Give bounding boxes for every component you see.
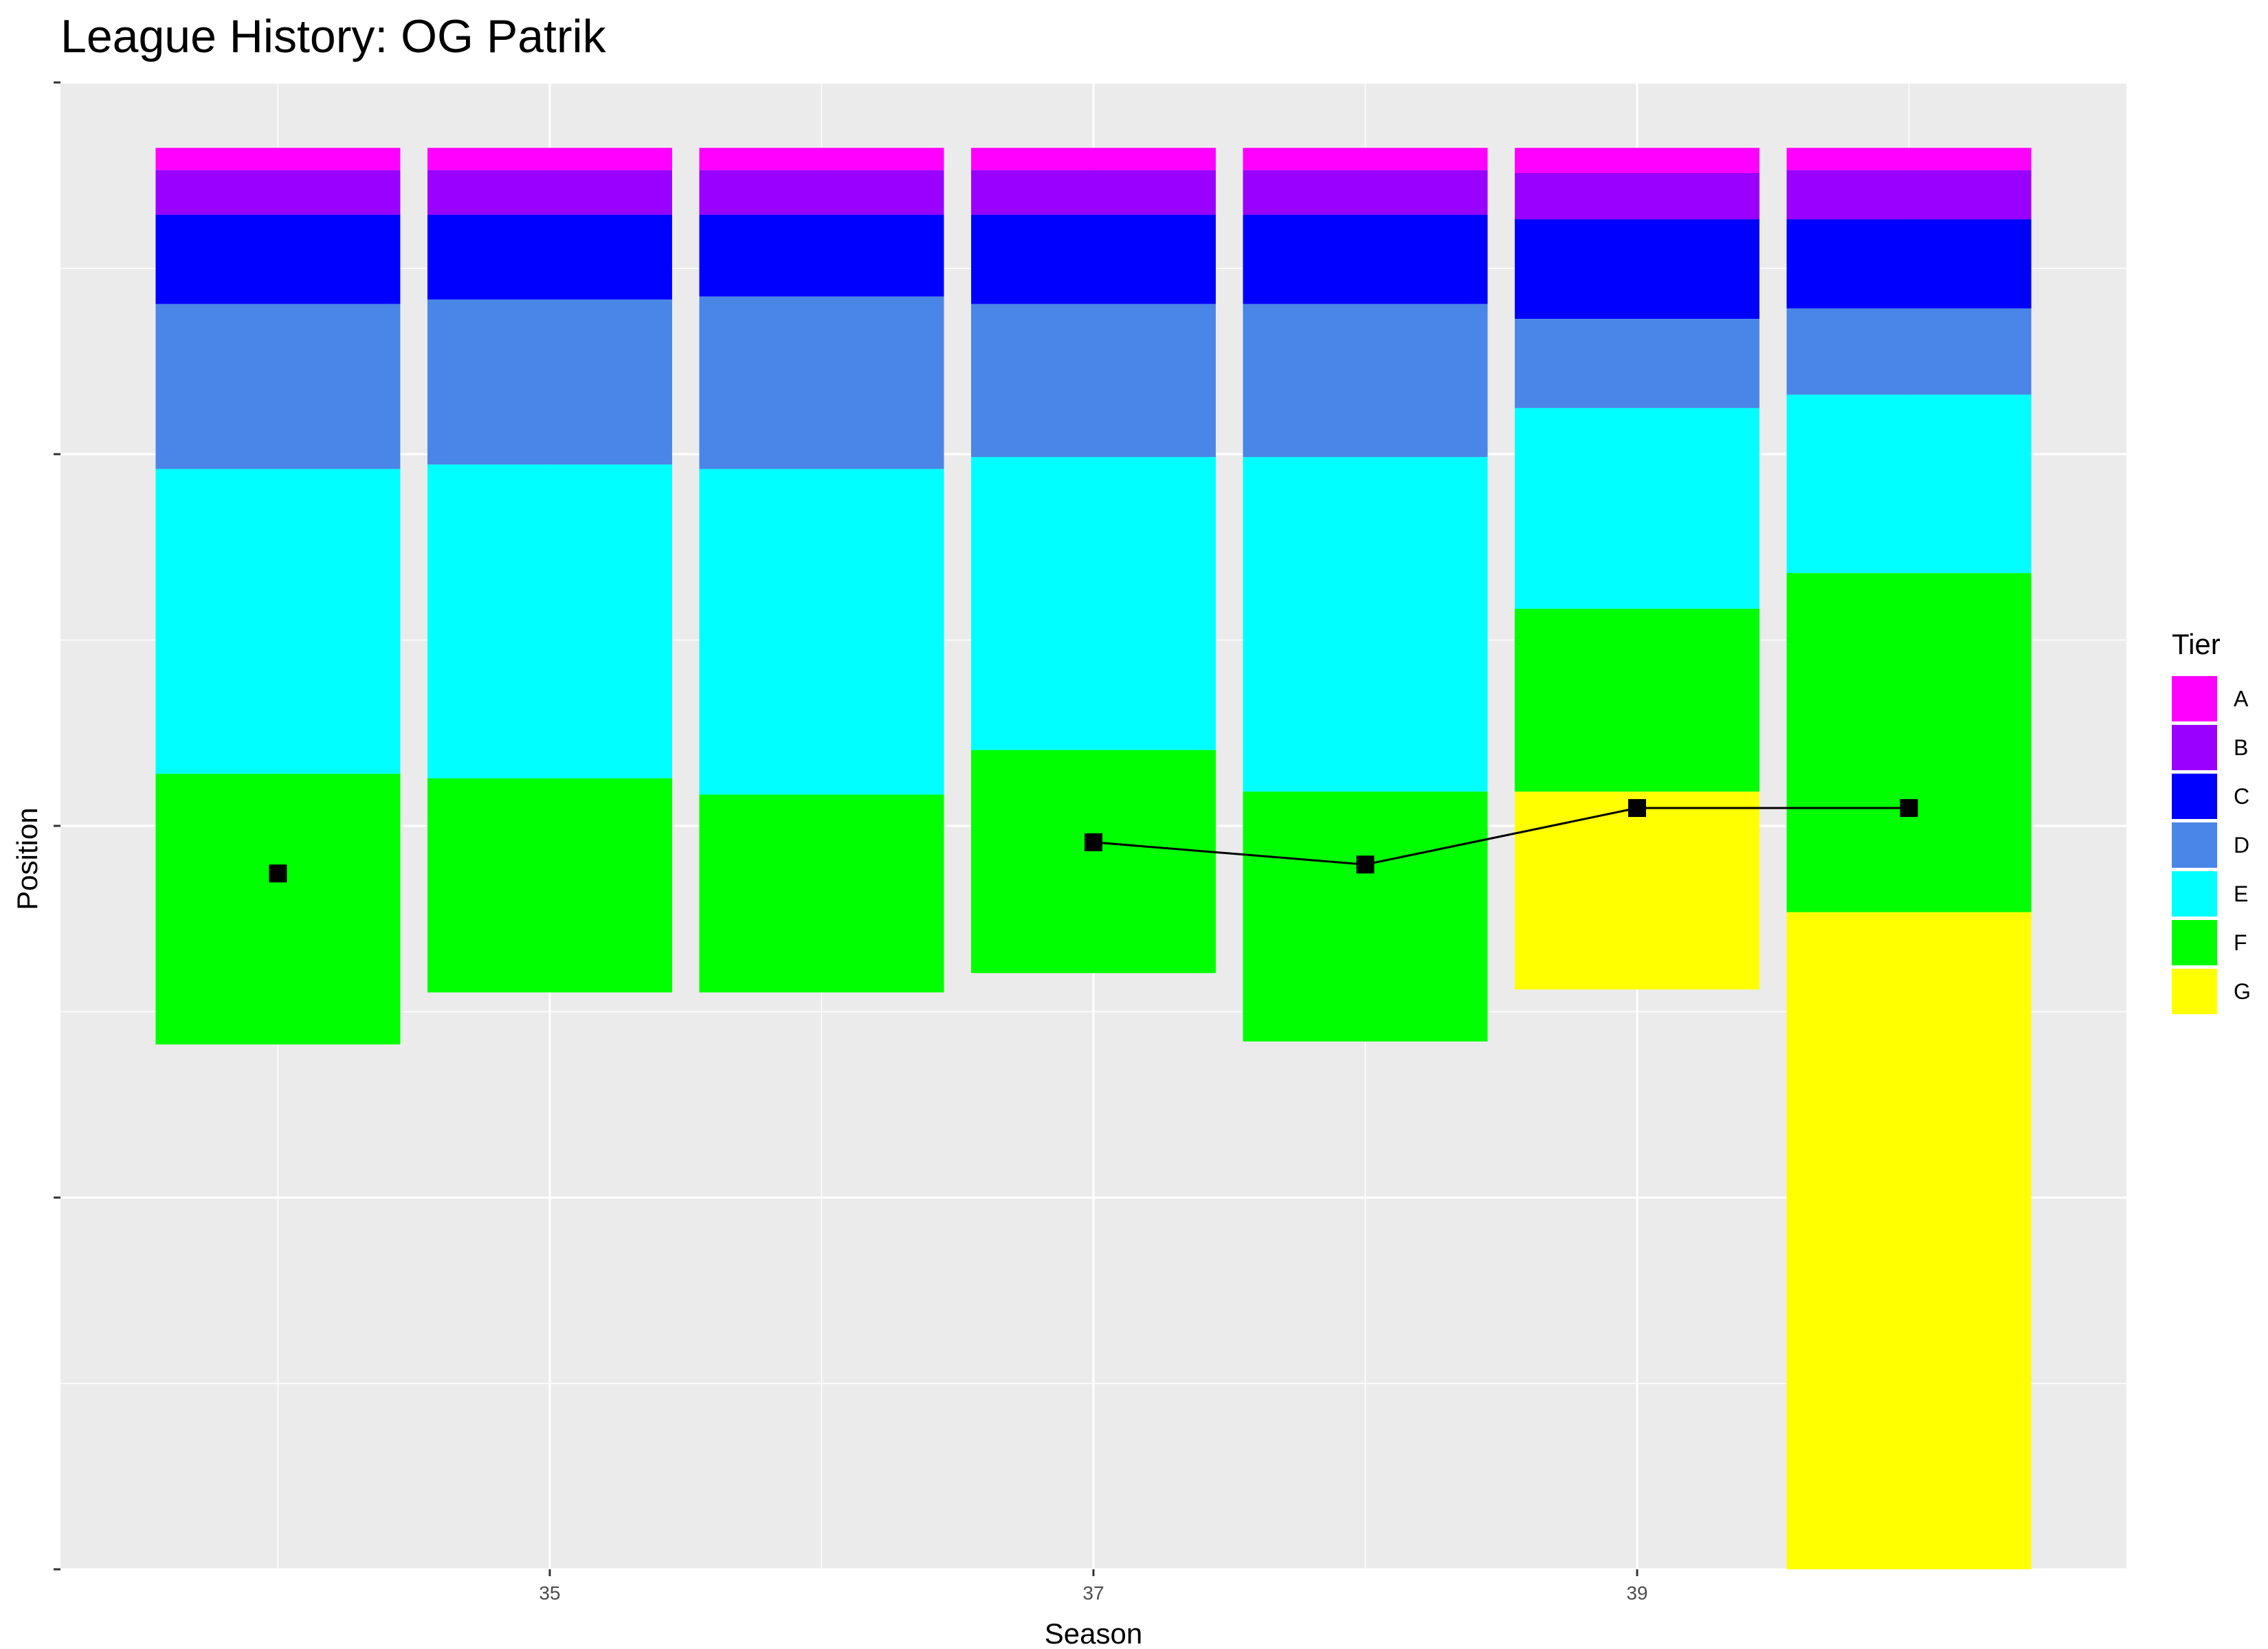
bar-segment-e xyxy=(971,457,1216,750)
bar-segment-e xyxy=(1243,457,1488,792)
legend-item-f: F xyxy=(2172,920,2247,965)
bar-segment-a xyxy=(1515,148,1760,174)
bar-segment-a xyxy=(971,148,1216,170)
legend-item-a: A xyxy=(2172,676,2249,721)
bar-segment-c xyxy=(1786,219,2032,309)
bar-season-34 xyxy=(155,148,401,1045)
legend-key xyxy=(2172,969,2217,1014)
legend-item-c: C xyxy=(2172,774,2249,819)
bar-segment-f xyxy=(699,794,944,993)
bar-segment-b xyxy=(427,170,672,215)
bar-season-36 xyxy=(699,148,944,993)
bar-segment-b xyxy=(155,170,401,215)
x-tick-label: 35 xyxy=(539,1582,560,1604)
bar-segment-c xyxy=(699,214,944,297)
position-marker xyxy=(1900,799,1918,818)
position-marker xyxy=(1085,833,1102,851)
bar-segment-d xyxy=(1243,304,1488,458)
bar-segment-e xyxy=(699,469,944,795)
bar-segment-b xyxy=(1515,173,1760,220)
bar-segment-g xyxy=(1786,912,2032,1569)
bar-segment-b xyxy=(1243,170,1488,215)
position-marker xyxy=(1356,855,1375,874)
bar-segment-d xyxy=(1786,308,2032,395)
bar-segment-a xyxy=(699,148,944,170)
bar-segment-e xyxy=(1515,407,1760,609)
position-line xyxy=(1093,807,1909,866)
bar-season-38 xyxy=(1243,148,1488,1042)
bar-segment-c xyxy=(155,214,401,304)
legend-title: Tier xyxy=(2172,628,2221,660)
position-line-layer xyxy=(269,799,1918,883)
legend-item-g: G xyxy=(2172,969,2251,1014)
legend-key xyxy=(2172,871,2217,917)
x-axis-label: Season xyxy=(1045,1617,1142,1649)
legend-label: E xyxy=(2234,882,2248,906)
chart-title: League History: OG Patrik xyxy=(60,10,607,63)
bar-segment-c xyxy=(1515,219,1760,319)
bar-segment-d xyxy=(427,299,672,465)
bar-segment-d xyxy=(699,296,944,469)
bar-segment-d xyxy=(1515,319,1760,408)
legend-key xyxy=(2172,774,2217,819)
bar-segment-a xyxy=(1243,148,1488,170)
bar-segment-e xyxy=(155,469,401,774)
y-axis-label: Position xyxy=(11,807,43,910)
bar-season-35 xyxy=(427,148,672,993)
bars-layer xyxy=(155,148,2032,1569)
legend-item-b: B xyxy=(2172,725,2248,770)
legend-label: C xyxy=(2234,784,2249,809)
bar-segment-c xyxy=(1243,214,1488,304)
legend-label: G xyxy=(2234,979,2251,1004)
bar-segment-f xyxy=(1786,573,2032,912)
bar-segment-e xyxy=(1786,394,2032,574)
bar-segment-a xyxy=(1786,148,2032,170)
position-marker xyxy=(1628,799,1647,818)
bar-segment-c xyxy=(427,214,672,300)
bar-segment-e xyxy=(427,464,672,778)
legend-key xyxy=(2172,725,2217,770)
bar-segment-f xyxy=(155,774,401,1045)
bar-segment-d xyxy=(155,304,401,469)
bar-season-37 xyxy=(971,148,1216,974)
bar-segment-b xyxy=(699,170,944,215)
legend-item-d: D xyxy=(2172,822,2249,868)
bar-segment-b xyxy=(971,170,1216,215)
bar-segment-a xyxy=(155,148,401,170)
bar-segment-g xyxy=(1515,792,1760,990)
bar-segment-f xyxy=(1243,792,1488,1042)
bar-season-39 xyxy=(1515,148,1760,990)
bar-segment-f xyxy=(427,778,672,993)
position-marker xyxy=(269,864,287,883)
axes: 35 37 39 xyxy=(54,81,1648,1604)
bar-segment-a xyxy=(427,148,672,170)
legend-key xyxy=(2172,676,2217,721)
x-tick-label: 37 xyxy=(1082,1582,1104,1604)
x-tick-label: 39 xyxy=(1626,1582,1647,1604)
legend-label: D xyxy=(2234,833,2249,857)
bar-segment-f xyxy=(1515,609,1760,792)
bar-segment-c xyxy=(971,214,1216,304)
legend-key xyxy=(2172,920,2217,965)
legend-key xyxy=(2172,822,2217,868)
legend-label: F xyxy=(2234,930,2247,955)
bar-season-40 xyxy=(1786,148,2032,1569)
bar-segment-f xyxy=(971,750,1216,974)
legend-item-e: E xyxy=(2172,871,2248,917)
bar-segment-d xyxy=(971,304,1216,458)
legend-label: B xyxy=(2234,735,2248,760)
bar-segment-b xyxy=(1786,170,2032,220)
legend-label: A xyxy=(2234,686,2249,711)
